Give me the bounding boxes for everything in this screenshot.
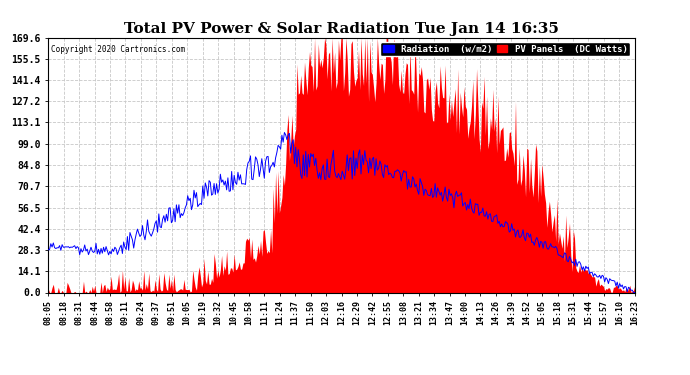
Legend: Radiation  (w/m2), PV Panels  (DC Watts): Radiation (w/m2), PV Panels (DC Watts) (380, 42, 630, 56)
Text: Copyright 2020 Cartronics.com: Copyright 2020 Cartronics.com (51, 45, 186, 54)
Title: Total PV Power & Solar Radiation Tue Jan 14 16:35: Total PV Power & Solar Radiation Tue Jan… (124, 22, 559, 36)
